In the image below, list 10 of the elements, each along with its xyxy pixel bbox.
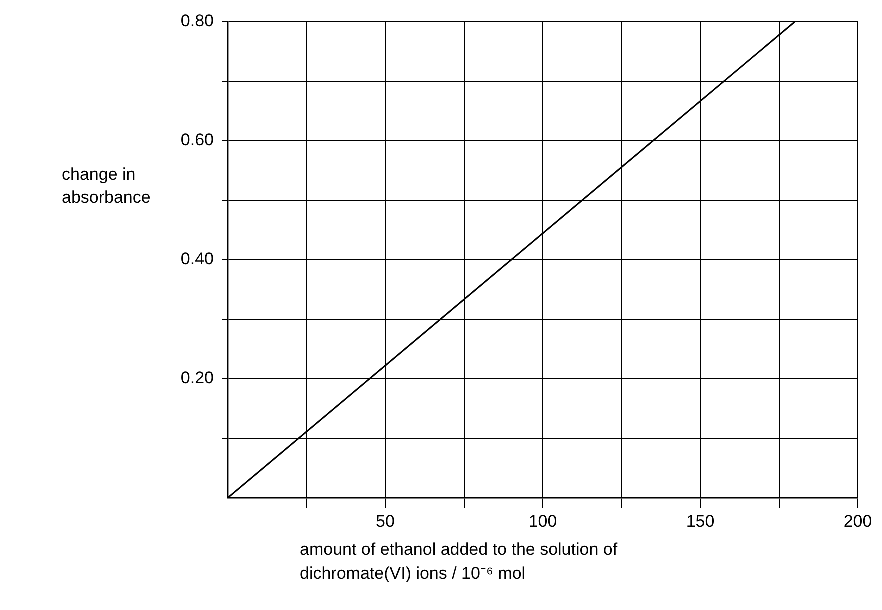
y-tick-label: 0.80 bbox=[180, 12, 214, 31]
x-axis-title: amount of ethanol added to the solution of dichromate(VI) ions / 10⁻⁶ mol bbox=[300, 539, 619, 585]
y-tick-label: 0.60 bbox=[180, 130, 214, 150]
x-tick-label: 150 bbox=[686, 512, 715, 531]
x-tick-label: 200 bbox=[844, 512, 872, 531]
y-axis-title: change in absorbance bbox=[62, 164, 152, 209]
x-tick-label: 100 bbox=[528, 512, 558, 531]
y-tick-label: 0.40 bbox=[180, 250, 214, 269]
y-tick-label: 0.20 bbox=[180, 368, 214, 388]
x-tick-label: 50 bbox=[376, 512, 395, 531]
